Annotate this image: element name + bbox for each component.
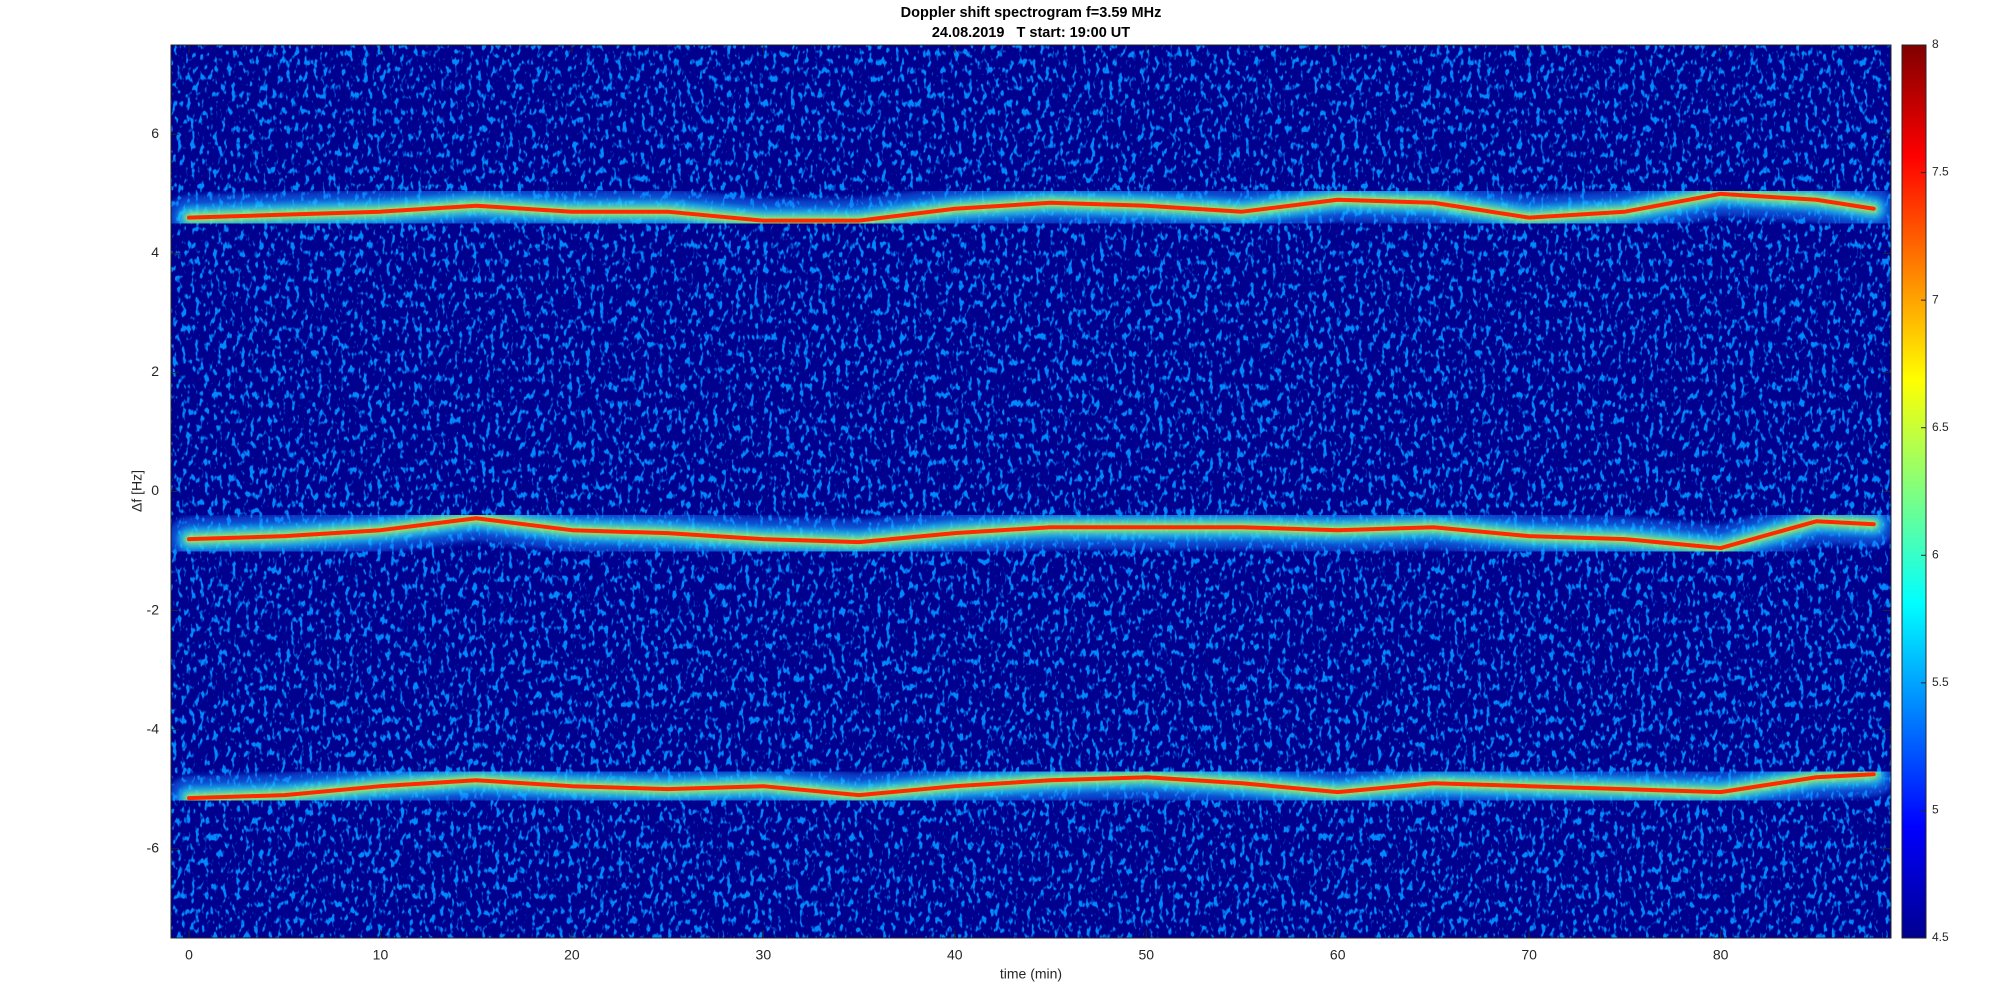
- x-tick-label: 60: [1330, 947, 1346, 963]
- traces: [171, 171, 1891, 821]
- x-tick-label: 30: [756, 947, 772, 963]
- band-core: [186, 516, 1876, 551]
- y-tick-label: 4: [151, 244, 159, 260]
- colorbar-tick-label: 5: [1932, 803, 1939, 817]
- colorbar-tick-label: 7: [1932, 292, 1939, 306]
- colorbar-tick-label: 6: [1932, 547, 1939, 561]
- x-tick-label: 0: [185, 947, 193, 963]
- band-core: [186, 772, 1876, 801]
- y-tick-label: -4: [147, 720, 160, 736]
- y-tick-label: 6: [151, 125, 159, 141]
- y-tick-label: 0: [151, 482, 159, 498]
- colorbar-tick-label: 5.5: [1932, 675, 1949, 689]
- x-axis-label: time (min): [1000, 966, 1062, 982]
- x-tick-label: 20: [564, 947, 580, 963]
- y-tick-label: 2: [151, 363, 159, 379]
- y-tick-label: -2: [147, 601, 160, 617]
- band-core: [186, 191, 1876, 223]
- y-axis-label: Δf [Hz]: [129, 470, 145, 512]
- x-tick-label: 40: [947, 947, 963, 963]
- x-tick-label: 70: [1521, 947, 1537, 963]
- x-tick-label: 80: [1713, 947, 1729, 963]
- x-tick-label: 50: [1138, 947, 1154, 963]
- x-tick-label: 10: [373, 947, 389, 963]
- colorbar-tick-label: 4.5: [1932, 930, 1949, 944]
- colorbar: [1901, 44, 1927, 939]
- y-tick-label: -6: [147, 839, 160, 855]
- colorbar-tick-label: 6.5: [1932, 420, 1949, 434]
- chart-subtitle: 24.08.2019 T start: 19:00 UT: [932, 25, 1130, 41]
- chart-title: Doppler shift spectrogram f=3.59 MHz: [901, 5, 1162, 21]
- colorbar-tick-label: 7.5: [1932, 165, 1949, 179]
- colorbar-tick-label: 8: [1932, 37, 1939, 51]
